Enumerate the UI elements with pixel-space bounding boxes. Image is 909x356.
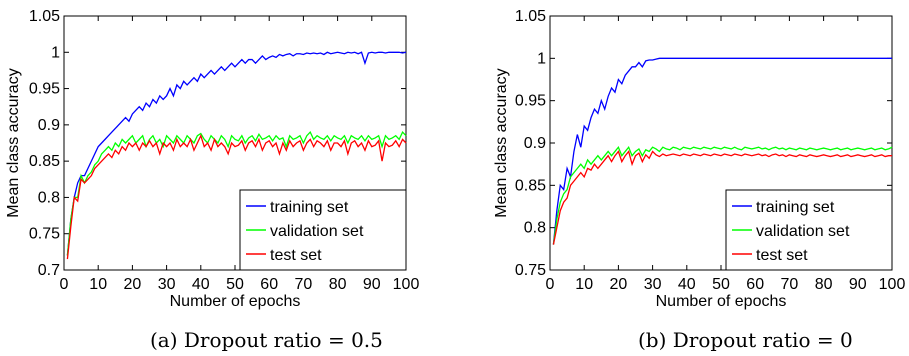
- series-line-test-set: [66, 133, 407, 260]
- x-axis-label: Number of epochs: [170, 293, 301, 310]
- x-tick-label: 60: [746, 276, 764, 293]
- y-tick-label: 1: [537, 50, 546, 67]
- x-tick-label: 20: [610, 276, 628, 293]
- series-line-training-set: [552, 57, 892, 245]
- y-tick-label: 0.9: [524, 135, 546, 152]
- y-axis-label: Mean class accuracy: [5, 68, 22, 217]
- y-tick-label: 0.85: [515, 177, 546, 194]
- x-axis-label: Number of epochs: [656, 293, 787, 310]
- series-line-training-set: [66, 51, 407, 256]
- x-tick-label: 30: [158, 276, 176, 293]
- series-line-validation-set: [66, 130, 407, 256]
- x-tick-label: 50: [226, 276, 244, 293]
- legend-entry: test set: [270, 247, 322, 264]
- y-tick-label: 0.8: [524, 220, 546, 237]
- y-tick-label: 1: [51, 44, 60, 61]
- x-tick-label: 90: [363, 276, 381, 293]
- legend-entry: test set: [756, 247, 808, 264]
- x-tick-label: 40: [192, 276, 210, 293]
- x-tick-label: 20: [124, 276, 142, 293]
- figure-caption: (a) Dropout ratio = 0.5: [150, 328, 383, 352]
- x-tick-label: 50: [712, 276, 730, 293]
- y-tick-label: 0.95: [515, 93, 546, 110]
- legend: [239, 189, 407, 271]
- x-tick-label: 100: [879, 276, 906, 293]
- y-tick-label: 1.05: [515, 8, 546, 25]
- legend-entry: validation set: [270, 223, 364, 240]
- legend: [725, 189, 893, 271]
- x-tick-label: 70: [781, 276, 799, 293]
- x-tick-label: 30: [644, 276, 662, 293]
- y-tick-label: 0.75: [515, 262, 546, 279]
- x-tick-label: 80: [329, 276, 347, 293]
- y-tick-label: 0.7: [38, 262, 60, 279]
- y-tick-label: 0.95: [29, 81, 60, 98]
- y-axis-label: Mean class accuracy: [493, 68, 510, 217]
- series-line-test-set: [552, 150, 892, 245]
- x-tick-label: 40: [678, 276, 696, 293]
- x-tick-label: 100: [393, 276, 420, 293]
- chart-dropout-0-5: 0 10 20 30 40 50 60 70 80 90 100 0.7 0.75 0.8 0.85 0.9 0…: [5, 8, 419, 352]
- chart-dropout-0: 0 10 20 30 40 50 60 70 80 90 100 0.75 0.8 0.85 0.9 0.95…: [493, 8, 905, 352]
- x-tick-label: 90: [849, 276, 867, 293]
- y-tick-label: 0.85: [29, 153, 60, 170]
- y-tick-label: 0.75: [29, 226, 60, 243]
- y-tick-label: 1.05: [29, 8, 60, 25]
- x-tick-label: 0: [60, 276, 69, 293]
- y-tick-label: 0.9: [38, 117, 60, 134]
- y-tick-label: 0.8: [38, 189, 60, 206]
- x-tick-label: 80: [815, 276, 833, 293]
- legend-entry: validation set: [756, 223, 850, 240]
- legend-entry: training set: [270, 199, 349, 216]
- x-tick-label: 10: [575, 276, 593, 293]
- x-tick-label: 10: [89, 276, 107, 293]
- x-tick-label: 70: [295, 276, 313, 293]
- x-tick-label: 60: [260, 276, 278, 293]
- legend-entry: training set: [756, 199, 835, 216]
- series-line-validation-set: [552, 145, 893, 245]
- figure-caption: (b) Dropout ratio = 0: [638, 328, 853, 352]
- x-tick-label: 0: [546, 276, 555, 293]
